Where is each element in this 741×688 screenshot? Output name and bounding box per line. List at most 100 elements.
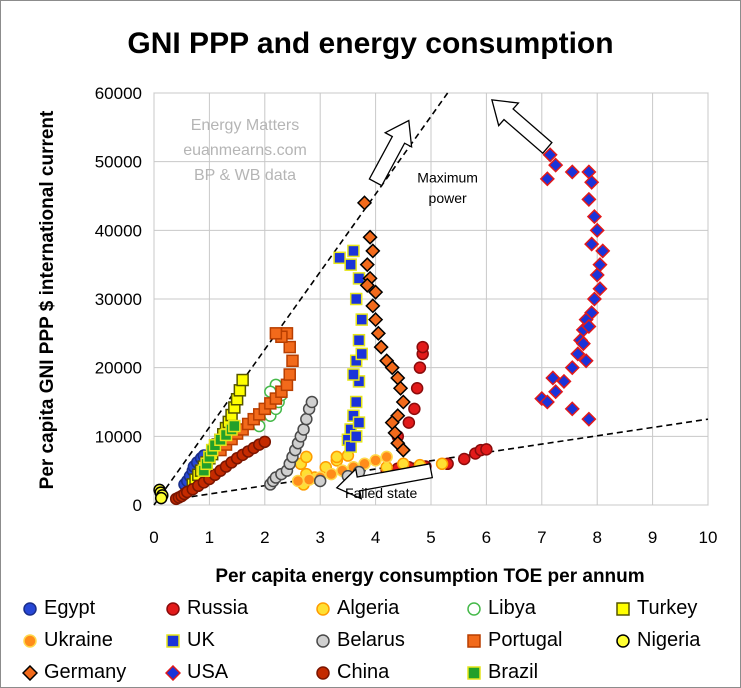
data-point (368, 284, 384, 300)
y-tick-label: 0 (133, 496, 142, 515)
data-point (325, 467, 338, 481)
data-point (584, 174, 600, 190)
data-point (302, 473, 316, 486)
data-point (352, 333, 366, 347)
watermark: Energy Matters euanmearns.com BP & WB da… (183, 117, 307, 184)
x-tick-label: 3 (315, 528, 324, 547)
data-point (370, 325, 386, 341)
data-point (359, 257, 375, 273)
y-tick-label: 40000 (95, 221, 142, 240)
data-point (283, 368, 296, 381)
data-point (355, 313, 368, 326)
data-point (236, 373, 249, 387)
data-point (402, 416, 416, 429)
x-tick-label: 4 (371, 528, 380, 547)
data-point (373, 339, 389, 355)
data-point (349, 430, 363, 443)
annotations: Maximum power Failed state (345, 169, 478, 501)
x-tick-label: 9 (648, 528, 657, 547)
data-point (413, 361, 427, 374)
data-point (344, 440, 357, 453)
data-point (457, 452, 471, 466)
data-point (355, 347, 368, 361)
data-point (297, 423, 310, 436)
data-point (578, 353, 594, 369)
x-axis-label: Per capita energy consumption TOE per an… (215, 566, 644, 587)
series-germany (356, 195, 411, 458)
arrow (335, 463, 434, 500)
data-point (410, 382, 424, 395)
data-point (539, 394, 555, 410)
series-belarus (264, 395, 366, 491)
data-point (539, 171, 555, 187)
data-point (548, 384, 564, 400)
data-point (384, 360, 400, 376)
data-point (280, 378, 294, 392)
data-point (283, 340, 296, 354)
data-point (291, 474, 305, 488)
data-point (564, 360, 580, 376)
series-nigeria (153, 483, 169, 505)
data-point (258, 435, 272, 449)
data-point (581, 411, 597, 427)
x-tick-label: 8 (592, 528, 601, 547)
data-point (368, 312, 384, 328)
data-point (269, 327, 283, 340)
x-tick-label: 7 (537, 528, 546, 547)
data-point (589, 222, 605, 238)
data-point (356, 195, 373, 211)
data-point (589, 267, 605, 283)
annotation: Maximum (417, 169, 478, 185)
y-tick-label: 30000 (95, 290, 142, 309)
x-tick-label: 2 (260, 528, 269, 547)
watermark-line-2: euanmearns.com (183, 142, 307, 159)
data-point (392, 380, 409, 396)
data-point (347, 368, 360, 381)
series-usa (534, 136, 611, 427)
data-point (313, 474, 327, 488)
data-point (395, 394, 411, 410)
data-point (365, 243, 381, 259)
data-point (352, 416, 366, 429)
y-axis-label: Per capita GNI PPP $ international curre… (37, 110, 58, 489)
annotation: Failed state (345, 485, 418, 501)
data-point (548, 157, 564, 173)
arrows (335, 99, 553, 500)
x-tick-label: 0 (149, 528, 158, 547)
data-point (395, 442, 411, 458)
data-point (362, 229, 378, 245)
data-point (286, 354, 299, 368)
data-point (380, 450, 393, 464)
y-tick-label: 50000 (95, 153, 142, 172)
watermark-line-1: Energy Matters (191, 117, 299, 134)
arrow (368, 119, 413, 187)
data-point (570, 346, 586, 362)
watermark-line-3: BP & WB data (194, 167, 296, 184)
data-point (545, 370, 561, 386)
data-point (347, 244, 360, 258)
data-point (564, 401, 580, 417)
data-point (581, 318, 597, 335)
data-point (333, 251, 346, 265)
chart-title: GNI PPP and energy consumption (127, 27, 614, 60)
data-point (330, 450, 344, 464)
data-point (154, 491, 168, 505)
data-point (556, 373, 572, 389)
reference-line (153, 92, 449, 506)
data-point (542, 147, 558, 163)
data-point (344, 258, 357, 271)
annotation: power (429, 190, 467, 206)
data-point (300, 412, 313, 426)
data-point (480, 443, 493, 456)
reference-line (181, 418, 709, 499)
x-tick-label: 10 (699, 528, 718, 547)
data-point (586, 291, 602, 307)
data-point (300, 450, 313, 464)
y-tick-label: 10000 (95, 427, 142, 446)
data-point (369, 454, 382, 467)
data-point (584, 236, 600, 252)
data-point (349, 395, 363, 409)
data-point (575, 336, 591, 352)
data-point (595, 243, 611, 259)
